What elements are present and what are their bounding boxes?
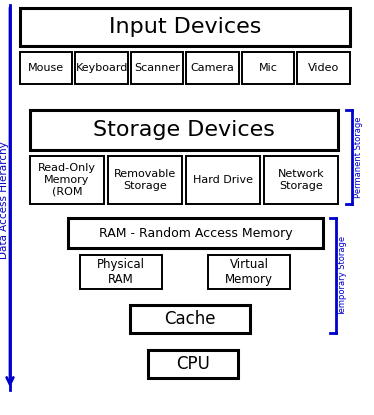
FancyBboxPatch shape (30, 110, 338, 150)
FancyBboxPatch shape (186, 156, 260, 204)
Text: Keyboard: Keyboard (76, 63, 128, 73)
Text: Temporary Storage: Temporary Storage (338, 235, 347, 315)
FancyBboxPatch shape (80, 255, 162, 289)
Text: Scanner: Scanner (134, 63, 180, 73)
Text: Read-Only
Memory
(ROM: Read-Only Memory (ROM (38, 164, 96, 197)
Text: Input Devices: Input Devices (109, 17, 261, 37)
Text: Storage Devices: Storage Devices (93, 120, 275, 140)
Text: Video: Video (308, 63, 339, 73)
Text: Physical
RAM: Physical RAM (97, 258, 145, 286)
Text: Camera: Camera (191, 63, 235, 73)
Text: Mouse: Mouse (28, 63, 64, 73)
Text: Network
Storage: Network Storage (278, 169, 324, 191)
Text: Cache: Cache (164, 310, 216, 328)
Text: RAM - Random Access Memory: RAM - Random Access Memory (99, 227, 292, 239)
FancyBboxPatch shape (187, 52, 239, 84)
FancyBboxPatch shape (20, 8, 350, 46)
Text: Permanent Storage: Permanent Storage (355, 116, 364, 198)
FancyBboxPatch shape (242, 52, 294, 84)
FancyBboxPatch shape (76, 52, 128, 84)
Text: Mic: Mic (259, 63, 278, 73)
FancyBboxPatch shape (264, 156, 338, 204)
FancyBboxPatch shape (20, 52, 73, 84)
Text: Hard Drive: Hard Drive (193, 175, 253, 185)
FancyBboxPatch shape (108, 156, 182, 204)
FancyBboxPatch shape (297, 52, 350, 84)
FancyBboxPatch shape (208, 255, 290, 289)
Text: CPU: CPU (176, 355, 210, 373)
FancyBboxPatch shape (131, 52, 184, 84)
FancyBboxPatch shape (148, 350, 238, 378)
Text: Data Access Hierarchy: Data Access Hierarchy (0, 141, 9, 259)
Text: Removable
Storage: Removable Storage (114, 169, 176, 191)
FancyBboxPatch shape (30, 156, 104, 204)
FancyBboxPatch shape (68, 218, 323, 248)
Text: Virtual
Memory: Virtual Memory (225, 258, 273, 286)
FancyBboxPatch shape (130, 305, 250, 333)
